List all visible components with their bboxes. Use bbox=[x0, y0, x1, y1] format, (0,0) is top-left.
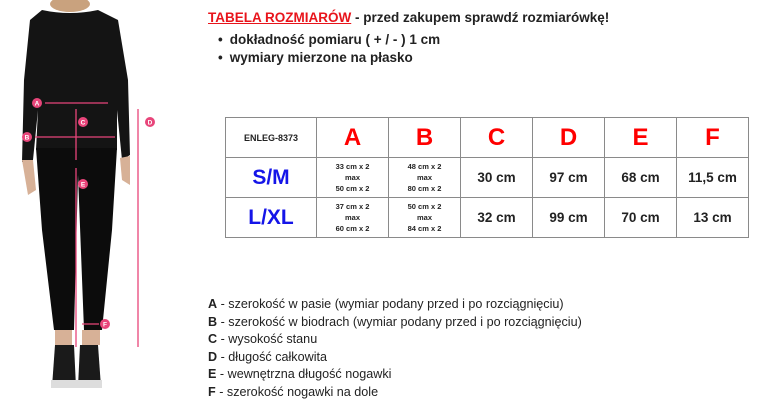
model-photo bbox=[22, 0, 130, 388]
legend-item: A - szerokość w pasie (wymiar podany prz… bbox=[208, 296, 582, 314]
legend-key: C bbox=[208, 332, 218, 346]
svg-text:C: C bbox=[81, 120, 86, 127]
cell-c: 30 cm bbox=[460, 157, 533, 198]
marker-c: C bbox=[78, 117, 88, 127]
svg-text:F: F bbox=[103, 322, 107, 329]
legend-item: E - wewnętrzna długość nogawki bbox=[208, 366, 582, 384]
cell-a: 37 cm x 2 max 60 cm x 2 bbox=[316, 197, 389, 238]
cell-d: 99 cm bbox=[532, 197, 605, 238]
legend-key: E bbox=[208, 367, 217, 381]
cell-e: 70 cm bbox=[604, 197, 677, 238]
marker-a: A bbox=[32, 98, 42, 108]
table-header-row: ENLEG-8373 A B C D E F bbox=[225, 117, 749, 158]
legend-item: F - szerokość nogawki na dole bbox=[208, 384, 582, 402]
cell-line: max bbox=[416, 173, 432, 182]
cell-line: 37 cm x 2 bbox=[335, 202, 370, 211]
size-label: L/XL bbox=[225, 197, 317, 238]
col-d: D bbox=[532, 117, 605, 158]
cell-line: 60 cm x 2 bbox=[335, 224, 370, 233]
col-b: B bbox=[388, 117, 461, 158]
cell-line: max bbox=[416, 213, 432, 222]
cell-line: max bbox=[344, 173, 360, 182]
marker-d: D bbox=[145, 117, 155, 127]
legend-text: - szerokość w pasie (wymiar podany przed… bbox=[217, 297, 564, 311]
bullet-accuracy: dokładność pomiaru ( + / - ) 1 cm bbox=[218, 32, 440, 47]
legend-key: F bbox=[208, 384, 216, 399]
cell-line: 48 cm x 2 bbox=[407, 162, 442, 171]
measure-lines bbox=[35, 102, 139, 347]
size-table: ENLEG-8373 A B C D E F S/M 33 cm x 2 max 5… bbox=[225, 117, 749, 238]
cell-line: 50 cm x 2 bbox=[335, 184, 370, 193]
cell-d: 97 cm bbox=[532, 157, 605, 198]
legend-item: C - wysokość stanu bbox=[208, 331, 582, 349]
cell-f: 13 cm bbox=[676, 197, 749, 238]
cell-line: 84 cm x 2 bbox=[407, 224, 442, 233]
legend-item: D - długość całkowita bbox=[208, 349, 582, 367]
cell-line: max bbox=[344, 213, 360, 222]
svg-text:D: D bbox=[148, 120, 153, 127]
marker-e: E bbox=[78, 179, 88, 189]
size-chart-subtitle: - przed zakupem sprawdź rozmiarówkę! bbox=[351, 10, 610, 25]
bullet-flat: wymiary mierzone na płasko bbox=[218, 50, 413, 65]
measurement-legend: A - szerokość w pasie (wymiar podany prz… bbox=[208, 296, 582, 401]
legend-text: - wysokość stanu bbox=[217, 332, 318, 346]
svg-text:E: E bbox=[81, 182, 86, 189]
size-label: S/M bbox=[225, 157, 317, 198]
legend-text: - długość całkowita bbox=[217, 349, 328, 364]
size-chart-heading: TABELA ROZMIARÓW - przed zakupem sprawdź… bbox=[208, 10, 609, 25]
table-row: S/M 33 cm x 2 max 50 cm x 2 48 cm x 2 max 80… bbox=[225, 157, 749, 198]
cell-e: 68 cm bbox=[604, 157, 677, 198]
size-chart-title: TABELA ROZMIARÓW bbox=[208, 10, 352, 25]
legend-key: A bbox=[208, 297, 218, 311]
cell-line: 33 cm x 2 bbox=[335, 162, 370, 171]
legend-text: - szerokość w biodrach (wymiar podany pr… bbox=[217, 314, 582, 329]
legend-key: D bbox=[208, 349, 218, 364]
cell-c: 32 cm bbox=[460, 197, 533, 238]
cell-line: 50 cm x 2 bbox=[407, 202, 442, 211]
cell-line: 80 cm x 2 bbox=[407, 184, 442, 193]
legend-text: - wewnętrzna długość nogawki bbox=[216, 367, 392, 381]
cell-b: 48 cm x 2 max 80 cm x 2 bbox=[388, 157, 461, 198]
legend-item: B - szerokość w biodrach (wymiar podany … bbox=[208, 314, 582, 332]
col-c: C bbox=[460, 117, 533, 158]
svg-text:B: B bbox=[25, 135, 30, 142]
cell-b: 50 cm x 2 max 84 cm x 2 bbox=[388, 197, 461, 238]
col-a: A bbox=[316, 117, 389, 158]
model-measurement-figure: A B C D E F bbox=[22, 0, 155, 388]
col-f: F bbox=[676, 117, 749, 158]
legend-text: - szerokość nogawki na dole bbox=[215, 384, 379, 399]
table-row: L/XL 37 cm x 2 max 60 cm x 2 50 cm x 2 max 8… bbox=[225, 197, 749, 238]
svg-text:A: A bbox=[35, 101, 40, 108]
marker-b: B bbox=[22, 132, 32, 142]
marker-f: F bbox=[100, 319, 110, 329]
cell-a: 33 cm x 2 max 50 cm x 2 bbox=[316, 157, 389, 198]
product-code: ENLEG-8373 bbox=[225, 117, 317, 158]
legend-key: B bbox=[208, 314, 218, 329]
col-e: E bbox=[604, 117, 677, 158]
cell-f: 11,5 cm bbox=[676, 157, 749, 198]
